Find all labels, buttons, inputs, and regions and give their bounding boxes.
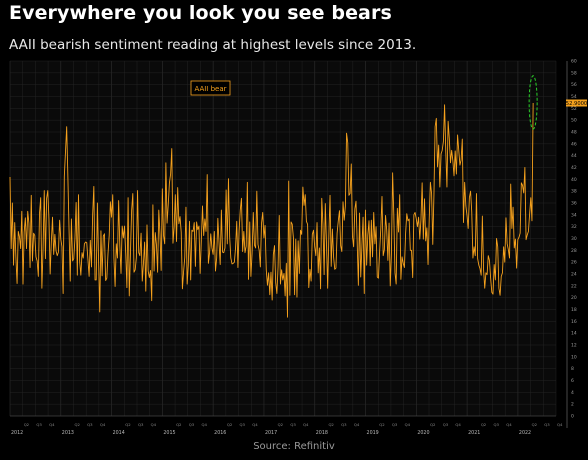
highlight-ellipse: [528, 75, 538, 130]
quarter-label: Q2: [176, 422, 182, 427]
y-axis: 0246810121416182022242628303234363840424…: [566, 59, 577, 428]
quarter-label: Q4: [506, 422, 512, 427]
y-tick-label: 16: [571, 319, 577, 325]
quarter-label: Q2: [125, 422, 131, 427]
year-label: 2013: [62, 430, 74, 436]
y-tick-label: 30: [571, 236, 577, 242]
quarter-label: Q4: [303, 422, 309, 427]
quarter-label: Q3: [189, 422, 195, 427]
y-tick-label: 48: [571, 130, 577, 136]
y-tick-label: 56: [571, 82, 577, 88]
y-tick-label: 18: [571, 307, 577, 313]
y-tick-label: 14: [571, 331, 577, 337]
year-label: 2016: [214, 430, 226, 436]
quarter-label: Q2: [328, 422, 334, 427]
year-label: 2015: [163, 430, 175, 436]
quarter-label: Q4: [354, 422, 360, 427]
y-tick-label: 54: [571, 94, 577, 100]
last-value-label: 52.9000: [566, 101, 587, 107]
source-note: Source: Refinitiv: [253, 441, 335, 452]
quarter-label: Q4: [557, 422, 563, 427]
quarter-label: Q2: [227, 422, 233, 427]
quarter-label: Q2: [532, 422, 538, 427]
y-tick-label: 40: [571, 177, 577, 183]
y-tick-label: 46: [571, 141, 577, 147]
quarter-label: Q3: [392, 422, 398, 427]
y-tick-label: 60: [571, 59, 577, 65]
y-tick-label: 4: [571, 390, 574, 396]
y-tick-label: 22: [571, 283, 577, 289]
y-tick-label: 10: [571, 354, 577, 360]
y-tick-label: 0: [571, 414, 574, 420]
y-tick-label: 34: [571, 212, 577, 218]
y-tick-label: 20: [571, 295, 577, 301]
y-tick-label: 38: [571, 189, 577, 195]
y-tick-label: 44: [571, 153, 577, 159]
last-value-tag: 52.9000: [566, 99, 587, 107]
quarter-label: Q3: [240, 422, 246, 427]
year-label: 2014: [113, 430, 125, 436]
quarter-label: Q3: [494, 422, 500, 427]
legend-box: [190, 80, 231, 96]
quarter-label: Q2: [481, 422, 487, 427]
year-label: 2022: [519, 430, 531, 436]
quarter-label: Q3: [544, 422, 550, 427]
quarter-label: Q3: [36, 422, 42, 427]
y-tick-label: 36: [571, 201, 577, 207]
year-label: 2021: [468, 430, 480, 436]
series-line-aaii-bear: [9, 103, 534, 318]
quarter-label: Q3: [87, 422, 93, 427]
y-tick-label: 50: [571, 118, 577, 124]
y-tick-label: 6: [571, 378, 574, 384]
y-tick-label: 24: [571, 272, 577, 278]
quarter-label: Q4: [455, 422, 461, 427]
y-tick-label: 32: [571, 224, 577, 230]
quarter-label: Q3: [138, 422, 144, 427]
quarter-label: Q2: [278, 422, 284, 427]
last-value-tag-bg: [566, 99, 587, 107]
quarter-label: Q2: [24, 422, 30, 427]
year-label: 2019: [367, 430, 379, 436]
quarter-label: Q3: [341, 422, 347, 427]
quarter-label: Q4: [201, 422, 207, 427]
quarter-label: Q2: [74, 422, 80, 427]
y-tick-label: 42: [571, 165, 577, 171]
y-tick-label: 12: [571, 343, 577, 349]
quarter-label: Q3: [443, 422, 449, 427]
y-tick-label: 28: [571, 248, 577, 254]
year-label: 2020: [417, 430, 429, 436]
legend: AAII bear: [190, 80, 231, 96]
chart-subtitle: AAII bearish sentiment reading at highes…: [9, 37, 417, 53]
quarter-label: Q4: [405, 422, 411, 427]
grid: [9, 60, 557, 417]
year-label: 2012: [11, 430, 23, 436]
sentiment-chart: 0246810121416182022242628303234363840424…: [9, 59, 587, 436]
chart-title: Everywhere you look you see bears: [9, 2, 392, 24]
legend-label: AAII bear: [194, 85, 226, 93]
year-label: 2018: [316, 430, 328, 436]
quarter-label: Q2: [379, 422, 385, 427]
y-tick-label: 8: [571, 366, 574, 372]
quarter-label: Q4: [151, 422, 157, 427]
quarter-label: Q3: [290, 422, 296, 427]
quarter-label: Q4: [49, 422, 55, 427]
year-label: 2017: [265, 430, 277, 436]
y-tick-label: 26: [571, 260, 577, 266]
y-tick-label: 52: [571, 106, 577, 112]
quarter-label: Q2: [430, 422, 436, 427]
y-tick-label: 58: [571, 70, 577, 76]
y-tick-label: 2: [571, 402, 574, 408]
quarter-label: Q4: [252, 422, 258, 427]
quarter-label: Q4: [100, 422, 106, 427]
